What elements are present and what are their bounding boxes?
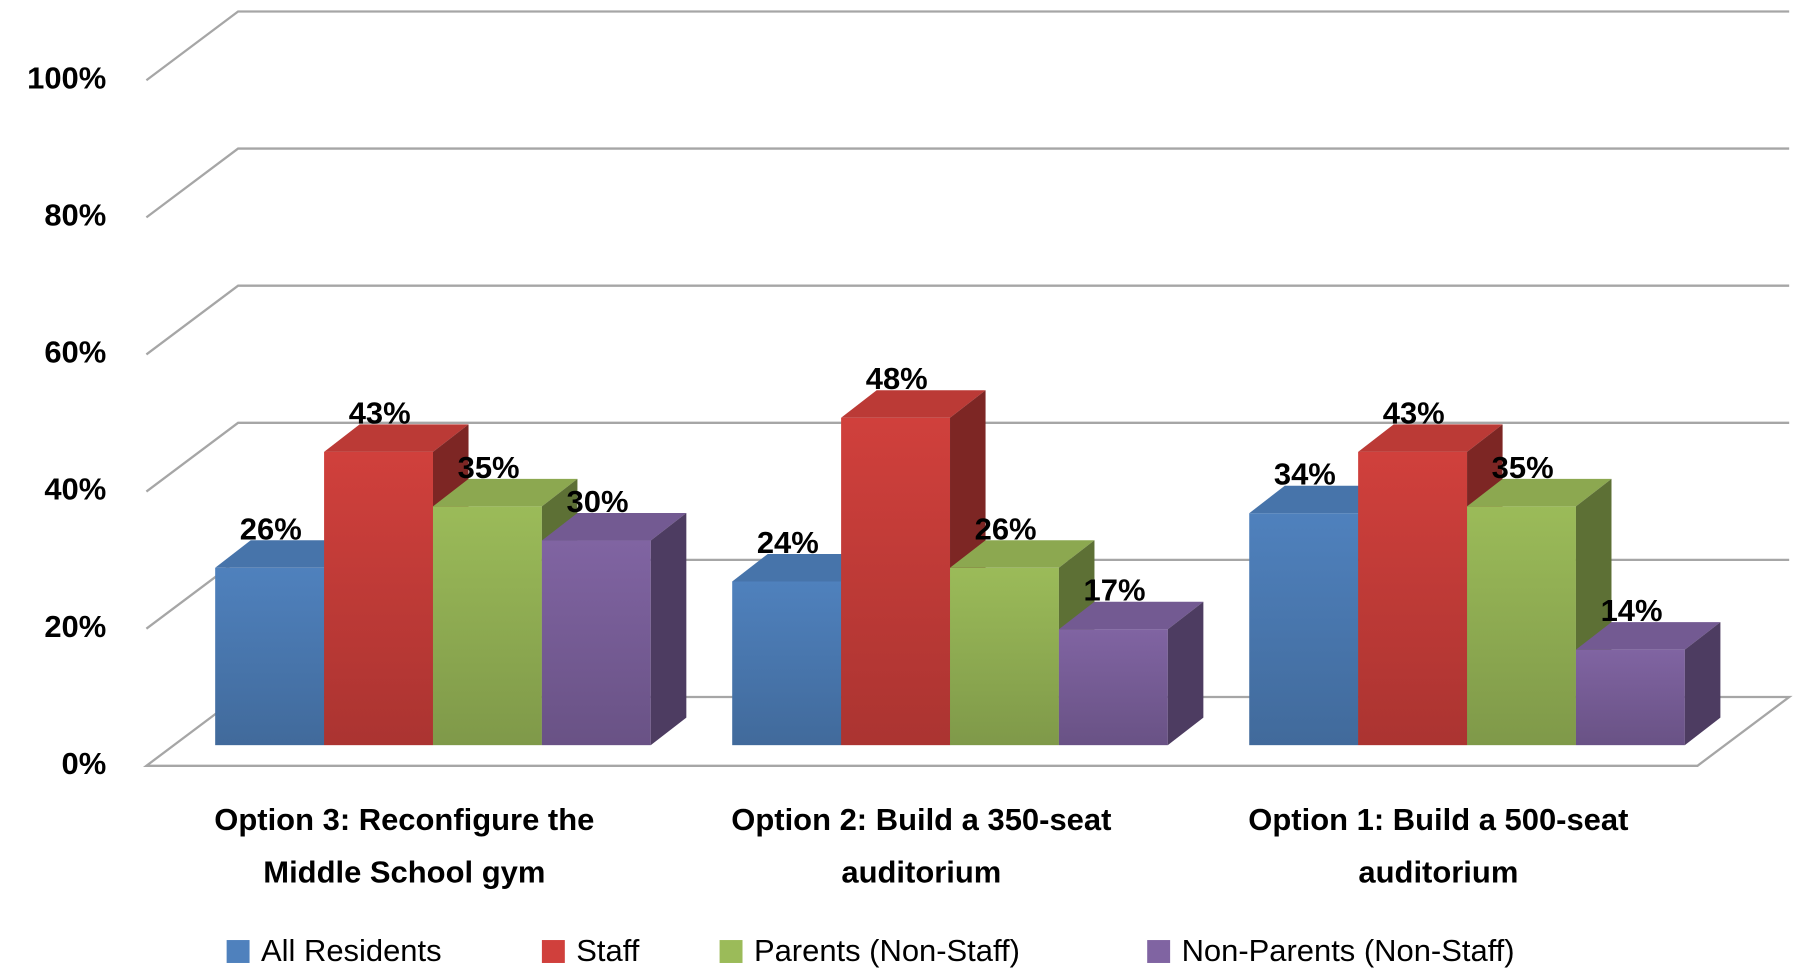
grid-line	[145, 10, 1790, 82]
bar	[324, 451, 433, 746]
bar	[1467, 506, 1576, 746]
data-label: 48%	[866, 361, 928, 396]
data-label: 43%	[1383, 395, 1445, 430]
bar	[1058, 629, 1168, 746]
legend-swatch	[541, 940, 565, 963]
grid-line	[145, 284, 1790, 356]
bar	[432, 506, 542, 746]
y-tick-label: 20%	[44, 609, 106, 644]
data-label: 30%	[567, 484, 629, 519]
bar-top	[541, 513, 687, 541]
bar	[950, 567, 1059, 746]
grid-line	[145, 147, 1790, 219]
data-label: 34%	[1274, 457, 1336, 492]
bar-side	[1684, 622, 1721, 746]
y-tick-label: 80%	[44, 198, 106, 233]
bar	[215, 567, 325, 746]
legend-swatch	[1147, 940, 1171, 963]
data-label: 26%	[975, 511, 1037, 546]
bar-side	[650, 513, 687, 746]
bar	[541, 540, 651, 746]
x-tick-label-box: Option 2: Build a 350-seat auditorium	[731, 802, 1112, 890]
data-label: 35%	[1492, 450, 1554, 485]
y-tick-label: 40%	[44, 472, 106, 507]
grid-line	[145, 421, 1790, 493]
legend-label: Parents (Non-Staff)	[754, 933, 1020, 968]
bar-top	[950, 540, 1095, 568]
bar	[1249, 513, 1359, 746]
bar-top	[432, 478, 578, 507]
x-tick-label: Option 1: Build a 500-seat auditorium	[1248, 802, 1629, 890]
bar-top	[215, 540, 360, 568]
data-label: 17%	[1084, 573, 1146, 608]
bar-top	[732, 553, 877, 582]
x-tick-label: Option 2: Build a 350-seat auditorium	[731, 802, 1112, 890]
bar-top	[1358, 424, 1503, 452]
bar	[1575, 649, 1685, 746]
data-label: 43%	[349, 395, 411, 430]
bar-top	[1249, 485, 1394, 514]
x-tick-label: Option 3: Reconfigure the Middle School …	[214, 802, 595, 890]
x-tick-label-box: Option 1: Build a 500-seat auditorium	[1248, 802, 1629, 890]
y-tick-label: 100%	[27, 60, 106, 95]
bar-side	[1167, 601, 1204, 746]
data-label: 35%	[458, 450, 520, 485]
x-tick-label-box: Option 3: Reconfigure the Middle School …	[214, 802, 595, 890]
legend-swatch	[226, 940, 250, 963]
bar	[841, 417, 951, 746]
bar	[1358, 451, 1468, 746]
bar-top	[841, 390, 986, 418]
legend-label: Non-Parents (Non-Staff)	[1182, 933, 1515, 968]
bar-top	[1575, 622, 1721, 650]
y-tick-label: 0%	[62, 746, 107, 781]
bar	[732, 581, 842, 746]
bar-top	[324, 424, 469, 452]
legend-label: Staff	[576, 933, 639, 968]
data-label: 14%	[1601, 593, 1663, 628]
legend-label: All Residents	[261, 933, 442, 968]
y-tick-label: 60%	[44, 335, 106, 370]
data-label: 26%	[240, 511, 302, 546]
bar-top	[1058, 601, 1204, 630]
bar-top	[1467, 478, 1612, 507]
data-label: 24%	[757, 525, 819, 560]
legend-swatch	[719, 940, 743, 963]
